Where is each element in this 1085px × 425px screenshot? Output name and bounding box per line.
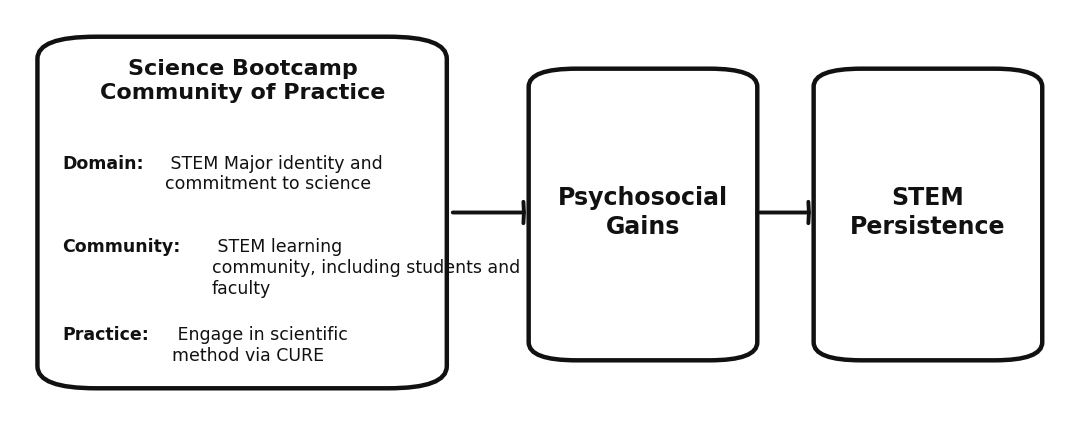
- Text: Domain:: Domain:: [62, 155, 143, 173]
- Text: STEM Major identity and
commitment to science: STEM Major identity and commitment to sc…: [165, 155, 383, 193]
- FancyBboxPatch shape: [37, 37, 447, 388]
- Text: Psychosocial
Gains: Psychosocial Gains: [558, 186, 728, 239]
- FancyBboxPatch shape: [528, 69, 757, 360]
- Text: Science Bootcamp
Community of Practice: Science Bootcamp Community of Practice: [100, 59, 385, 103]
- Text: STEM
Persistence: STEM Persistence: [851, 186, 1006, 239]
- Text: Community:: Community:: [62, 238, 180, 256]
- Text: Practice:: Practice:: [62, 326, 149, 344]
- Text: Engage in scientific
method via CURE: Engage in scientific method via CURE: [171, 326, 347, 365]
- FancyBboxPatch shape: [814, 69, 1043, 360]
- Text: STEM learning
community, including students and
faculty: STEM learning community, including stude…: [212, 238, 520, 298]
